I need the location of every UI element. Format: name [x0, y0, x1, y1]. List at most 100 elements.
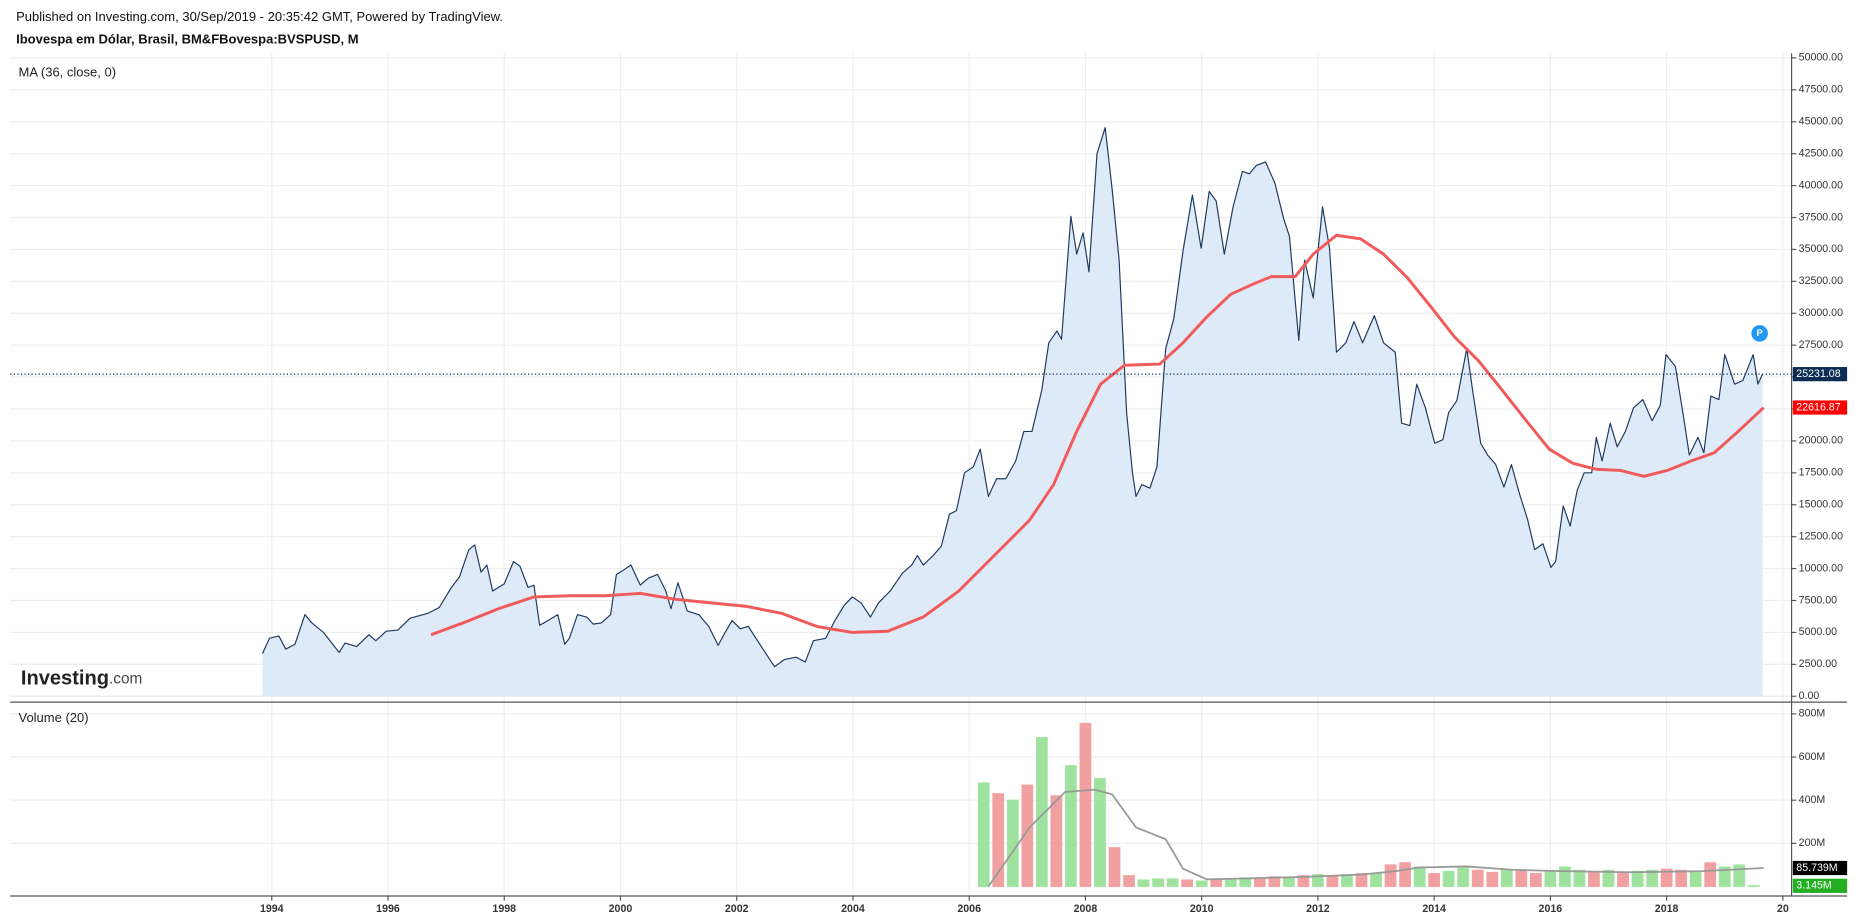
volume-bar [1457, 867, 1470, 888]
y-tick-label: 200M [1799, 837, 1826, 849]
volume-bar [1108, 847, 1121, 888]
volume-bar [1035, 737, 1048, 888]
x-tick-label: 2010 [1190, 903, 1214, 915]
x-tick-label: 1994 [260, 903, 284, 915]
volume-ma-line [987, 788, 1764, 888]
volume-bar [1123, 875, 1135, 888]
volume-bar [1253, 877, 1266, 888]
volume-bar [1573, 869, 1586, 888]
x-tick-label: 2014 [1422, 903, 1446, 915]
volume-bar [1297, 875, 1310, 888]
volume-bar [1588, 870, 1600, 888]
volume-bar [1442, 870, 1455, 888]
y-tick-label: 17500.00 [1799, 467, 1843, 479]
y-tick-label: 7500.00 [1799, 594, 1837, 606]
x-tick-label: 2012 [1306, 903, 1330, 915]
volume-bar [1311, 874, 1324, 888]
volume-bar [1341, 874, 1353, 888]
y-tick-label: 400M [1799, 794, 1826, 806]
y-tick-label: 600M [1799, 751, 1826, 763]
axis-marker [1792, 400, 1848, 415]
volume-bar [1631, 870, 1644, 888]
volume-bar [1471, 869, 1484, 888]
x-tick-label: 2002 [725, 903, 749, 915]
y-tick-label: 15000.00 [1799, 499, 1843, 511]
volume-bar [1166, 878, 1179, 888]
axis-marker [1792, 367, 1848, 382]
volume-bar [1064, 765, 1077, 888]
y-tick-label: 5000.00 [1799, 626, 1837, 638]
volume-bar [1559, 866, 1571, 888]
volume-bar [1660, 868, 1673, 888]
volume-bar [1079, 722, 1092, 888]
volume-bar [1718, 866, 1731, 888]
volume-bar [1747, 885, 1760, 888]
y-tick-label: 37500.00 [1799, 211, 1843, 223]
volume-bar [1326, 875, 1339, 888]
volume-bar [1428, 872, 1441, 888]
volume-bar [1050, 795, 1063, 888]
area-fill [262, 127, 1763, 697]
y-tick-label: 20000.00 [1799, 435, 1843, 447]
volume-bar [1544, 870, 1557, 888]
watermark-suffix: .com [109, 671, 142, 688]
volume-bar [992, 793, 1005, 888]
price-legend: MA (36, close, 0) [19, 65, 117, 80]
volume-bar [977, 782, 990, 888]
volume-bar [1195, 880, 1208, 888]
y-tick-label: 0.00 [1799, 690, 1820, 702]
x-tick-label: 2008 [1074, 903, 1098, 915]
badge-label: P [1757, 328, 1763, 339]
axis-marker-label: 85.739M [1796, 862, 1837, 874]
axis-marker-label: 25231.08 [1796, 368, 1840, 380]
x-tick-label: 2004 [841, 903, 865, 915]
y-tick-label: 30000.00 [1799, 307, 1843, 319]
volume-bar [1094, 778, 1106, 888]
axis-marker-label: 3.145M [1796, 880, 1831, 892]
volume-bar [1370, 872, 1382, 888]
y-tick-label: 27500.00 [1799, 339, 1843, 351]
y-tick-label: 47500.00 [1799, 84, 1843, 96]
volume-bar [1152, 878, 1164, 888]
volume-bar [1399, 862, 1411, 888]
volume-bar [1529, 872, 1542, 888]
y-tick-label: 12500.00 [1799, 530, 1843, 542]
volume-legend: Volume (20) [19, 710, 89, 725]
y-tick-label: 50000.00 [1799, 52, 1843, 64]
y-tick-label: 32500.00 [1799, 275, 1843, 287]
volume-bar [1006, 799, 1019, 888]
x-tick-label: 1998 [492, 903, 516, 915]
y-tick-label: 45000.00 [1799, 116, 1843, 128]
volume-bar [1282, 877, 1295, 888]
volume-bar [1617, 871, 1629, 888]
volume-bar [1602, 869, 1615, 888]
line-series [430, 233, 1765, 637]
watermark: Investing.com [21, 668, 142, 690]
y-tick-label: 35000.00 [1799, 243, 1843, 255]
watermark-brand: Investing [21, 668, 109, 690]
volume-bar [1384, 864, 1397, 888]
volume-bar [1704, 862, 1717, 888]
volume-bar [1355, 872, 1368, 888]
x-tick-label: 2018 [1655, 903, 1679, 915]
axis-marker [1792, 878, 1848, 893]
volume-bar [1021, 784, 1034, 888]
badge-icon [1751, 325, 1768, 342]
volume-bar [1137, 879, 1150, 888]
published-note: Published on Investing.com, 30/Sep/2019 … [16, 9, 503, 24]
volume-bar [1268, 876, 1281, 888]
volume-bar [1646, 869, 1659, 888]
symbol-title: Ibovespa em Dólar, Brasil, BM&FBovespa:B… [16, 32, 358, 47]
volume-bar [1486, 871, 1499, 888]
x-tick-label: 20 [1777, 903, 1789, 915]
x-tick-label: 1996 [376, 903, 400, 915]
volume-bar [1181, 879, 1194, 888]
volume-bar [1500, 869, 1513, 888]
y-tick-label: 2500.00 [1799, 658, 1837, 670]
price-line [261, 127, 1764, 668]
y-tick-label: 42500.00 [1799, 147, 1843, 159]
y-tick-label: 800M [1799, 708, 1826, 720]
volume-bar [1675, 869, 1688, 888]
axis-marker-label: 22616.87 [1796, 401, 1840, 413]
